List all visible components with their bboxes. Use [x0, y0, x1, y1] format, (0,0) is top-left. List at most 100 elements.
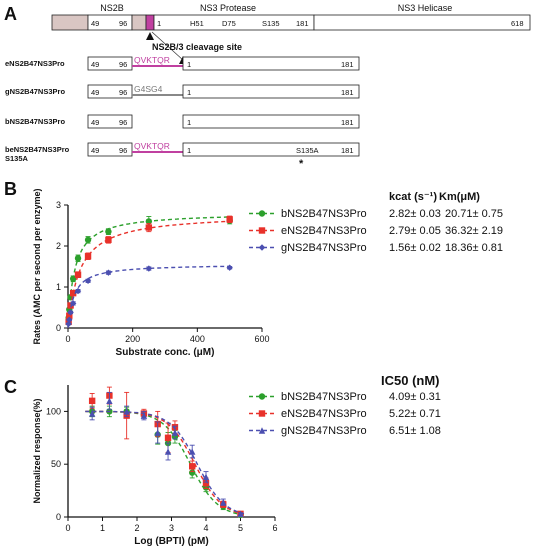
kinetics-point — [65, 320, 72, 328]
inhibition-y-tick-label: 100 — [46, 406, 61, 416]
kinetics-point — [145, 224, 153, 231]
c-legend-1-ic50: 5.22± 0.71 — [389, 408, 441, 420]
ns2b-header: NS2B — [100, 3, 124, 13]
inhibition-x-tick-label: 1 — [100, 523, 105, 533]
kinetics-point — [69, 300, 77, 307]
panel-b-label: B — [4, 179, 17, 199]
inhibition-x-tick-label: 6 — [272, 523, 277, 533]
inhibition-x-tick-label: 0 — [65, 523, 70, 533]
kinetics-fit-line — [67, 265, 230, 329]
inhibition-point — [140, 412, 148, 419]
construct-g: gNS2B47NS3Pro 49 96 G4SG4 1 181 — [5, 84, 360, 99]
inhibition-x-tick-label: 2 — [134, 523, 139, 533]
kinetics-x-label: Substrate conc. (μM) — [116, 347, 215, 358]
kinetics-x-tick-label: 200 — [125, 334, 140, 344]
kinetics-fit-line — [67, 216, 230, 329]
c-legend-0-ic50: 4.09± 0.31 — [389, 391, 441, 403]
b-legend-1-name: eNS2B47NS3Pro — [281, 225, 367, 237]
construct-g-linker: G4SG4 — [134, 84, 163, 94]
b-legend-2-name: gNS2B47NS3Pro — [281, 242, 367, 254]
inhibition-y-tick-label: 0 — [56, 512, 61, 522]
header-d75: D75 — [222, 19, 236, 28]
kinetics-fit-line — [67, 220, 230, 329]
kinetics-x-tick-label: 600 — [254, 334, 269, 344]
inhibition-point — [220, 499, 227, 506]
c-legend-2-ic50: 6.51± 1.08 — [389, 425, 441, 437]
construct-e-181: 181 — [341, 60, 354, 69]
kcat-header: kcat (s⁻¹) — [389, 191, 437, 203]
construct-be-96: 96 — [119, 146, 127, 155]
header-618: 618 — [511, 19, 524, 28]
kinetics-point — [66, 316, 73, 323]
header-s135: S135 — [262, 19, 280, 28]
inhibition-fit-line — [85, 410, 245, 515]
construct-b-49: 49 — [91, 118, 99, 127]
b-legend-0-marker — [258, 210, 266, 217]
panel-a-label: A — [4, 4, 17, 24]
kinetics-point — [66, 312, 73, 319]
inhibition-x-tick-label: 4 — [203, 523, 208, 533]
construct-be-linker: QVKTQR — [134, 141, 170, 151]
ns3-helicase-header: NS3 Helicase — [398, 3, 453, 13]
construct-g-name: gNS2B47NS3Pro — [5, 87, 65, 96]
construct-e-49: 49 — [91, 60, 99, 69]
inhibition-point — [164, 448, 172, 455]
b-legend-0-name: bNS2B47NS3Pro — [281, 208, 367, 220]
inhibition-x-label: Log (BPTI) (pM) — [134, 536, 208, 547]
header-181: 181 — [296, 19, 309, 28]
cleavage-arrow-1 — [146, 32, 154, 40]
mutation-star: * — [299, 158, 304, 170]
construct-be-name2: S135A — [5, 154, 29, 163]
kinetics-point — [105, 228, 112, 235]
header-h51: H51 — [190, 19, 204, 28]
kinetics-point — [105, 269, 112, 276]
kinetics-series-2 — [65, 264, 233, 329]
b-legend-0-kcat: 2.82± 0.03 — [389, 208, 441, 220]
b-legend-2-kcat: 1.56± 0.02 — [389, 242, 441, 254]
polyprotein-bar — [51, 14, 531, 31]
inhibition-x-tick-label: 3 — [169, 523, 174, 533]
b-legend-2-marker — [258, 244, 266, 251]
kinetics-point — [69, 275, 77, 282]
kinetics-x-tick-label: 400 — [190, 334, 205, 344]
inhibition-point — [88, 397, 96, 405]
c-legend-2-name: gNS2B47NS3Pro — [281, 425, 367, 437]
kinetics-point — [67, 302, 74, 309]
kinetics-y-label: Rates (AMC per second per enzyme) — [32, 188, 42, 344]
kinetics-series-0 — [65, 216, 233, 329]
construct-be-1: 1 — [187, 146, 191, 155]
construct-g-96: 96 — [119, 88, 127, 97]
kinetics-point — [74, 271, 82, 278]
kinetics-point — [226, 264, 233, 271]
b-legend-1-marker — [258, 227, 266, 234]
kinetics-point — [145, 265, 153, 272]
construct-b: bNS2B47NS3Pro 49 96 1 181 — [5, 114, 360, 129]
construct-b-1: 1 — [187, 118, 191, 127]
inhibition-fit-line — [85, 410, 245, 516]
construct-be-name: beNS2B47NS3Pro — [5, 145, 70, 154]
legend-tables: bNS2B47NS3Pro 2.82± 0.03 20.71± 0.75 eNS2B4… — [249, 208, 503, 437]
c-legend-2-marker — [258, 427, 266, 434]
c-legend-1-name: eNS2B47NS3Pro — [281, 408, 367, 420]
construct-b-181: 181 — [341, 118, 354, 127]
construct-e-1: 1 — [187, 60, 191, 69]
kinetics-y-tick-label: 0 — [56, 323, 61, 333]
kinetics-point — [84, 236, 92, 244]
c-legend-0-marker — [258, 393, 266, 400]
kinetics-point — [74, 287, 82, 295]
kinetics-point — [69, 289, 77, 297]
inhibition-series-2 — [85, 391, 245, 518]
construct-g-1: 1 — [187, 88, 191, 97]
inhibition-point — [171, 429, 179, 436]
header-96: 96 — [119, 19, 127, 28]
inhibition-point — [189, 448, 196, 455]
kinetics-point — [226, 216, 233, 223]
panel-c-label: C — [4, 377, 17, 397]
kinetics-series-1 — [65, 215, 233, 329]
b-legend-2-km: 18.36± 0.81 — [445, 242, 503, 254]
construct-be: beNS2B47NS3Pro S135A 49 96 QVKTQR 1 S135… — [5, 141, 360, 170]
construct-be-181: 181 — [341, 146, 354, 155]
c-legend-1-marker — [258, 410, 266, 417]
kinetics-chart: 0 200 400 600 0 1 2 3 Substrate conc. (μM) Rates … — [32, 188, 270, 358]
construct-e-name: eNS2B47NS3Pro — [5, 59, 65, 68]
